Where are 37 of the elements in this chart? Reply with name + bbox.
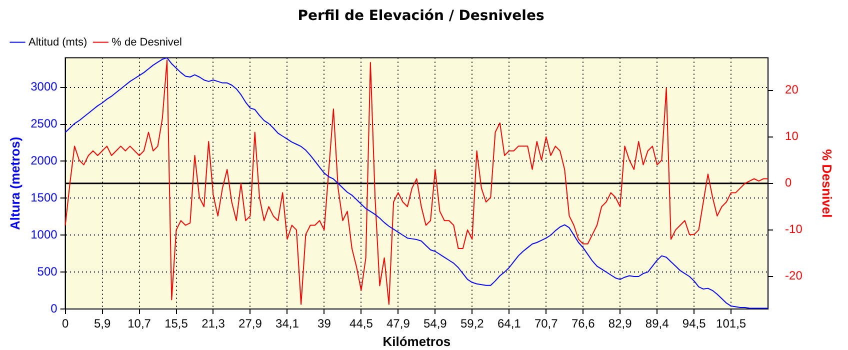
x-tick-label: 54,9: [423, 316, 448, 331]
x-tick-label: 27,9: [238, 316, 262, 331]
y-tick-label: 500: [37, 264, 58, 278]
y-tick-label: 1000: [30, 227, 58, 242]
x-tick-label: 10,7: [128, 316, 152, 331]
y-tick-label: 2000: [30, 154, 58, 168]
y-tick-label: 3000: [30, 80, 58, 94]
x-tick-label: 70,7: [534, 316, 558, 331]
x-tick-label: 21,3: [202, 316, 226, 331]
x-tick-label: 89,4: [645, 316, 670, 331]
x-tick-label: 82,9: [608, 316, 632, 331]
x-tick-label: 59,2: [460, 316, 484, 331]
y-axis-title: Altura (metros): [7, 136, 22, 230]
x-tick-label: 0: [62, 316, 69, 331]
legend-label: % de Desnivel: [112, 36, 182, 48]
y2-tick-label: 20: [785, 82, 799, 97]
y2-tick-label: -20: [785, 268, 803, 283]
x-tick-label: 47,9: [386, 316, 410, 331]
x-tick-label: 64,1: [497, 316, 522, 331]
x-tick-label: 34,1: [276, 316, 300, 331]
x-axis-title: Kilómetros: [382, 334, 451, 349]
y2-tick-label: 0: [785, 176, 792, 190]
legend-label: Altitud (mts): [28, 36, 88, 48]
y-tick-label: 2500: [30, 116, 58, 131]
y-tick-label: 0: [50, 301, 58, 316]
chart-title: Perfil de Elevación / Desniveles: [298, 8, 544, 24]
x-tick-label: 44,5: [350, 316, 374, 331]
x-tick-label: 15,5: [164, 316, 188, 331]
y2-tick-label: 10: [785, 129, 799, 144]
x-tick-label: 101,5: [716, 316, 746, 331]
y2-tick-label: -10: [785, 222, 803, 236]
y-tick-label: 1500: [30, 190, 58, 204]
x-tick-label: 94,5: [682, 316, 706, 331]
y2-axis-title: % Desnivel: [820, 149, 835, 218]
x-tick-label: 76,6: [571, 316, 596, 331]
x-tick-label: 5,9: [94, 316, 111, 331]
x-tick-label: 39: [318, 316, 332, 331]
